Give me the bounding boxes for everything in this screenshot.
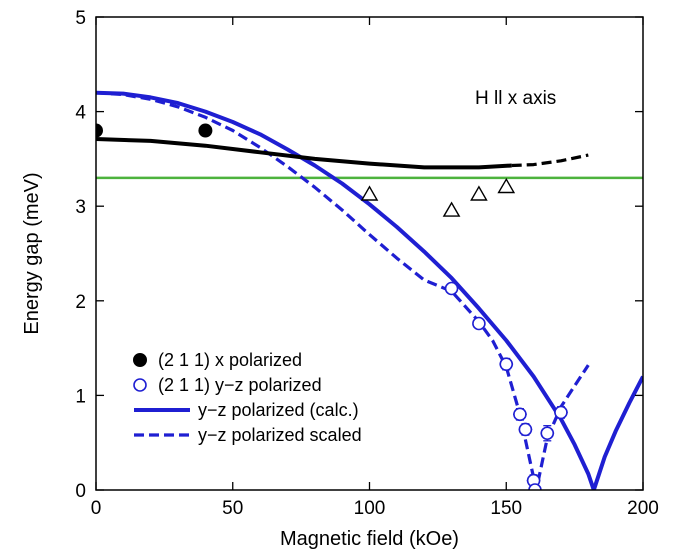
y-axis-label: Energy gap (meV) (21, 172, 43, 334)
field-direction-annotation: H ll x axis (475, 88, 556, 109)
legend-label: y−z polarized scaled (198, 425, 362, 445)
x-tick-label: 200 (627, 498, 659, 519)
x-axis-label: Magnetic field (kOe) (280, 528, 459, 550)
data-point-open-triangle (497, 177, 516, 194)
plot-area (96, 90, 643, 490)
y-tick-label: 1 (75, 386, 86, 407)
data-point-open-triangle (470, 185, 488, 201)
legend-marker (133, 353, 147, 367)
x-tick-label: 0 (91, 498, 102, 519)
series-line-0 (96, 90, 643, 490)
y-tick-label: 5 (75, 8, 86, 29)
data-point-open-circle (540, 426, 555, 441)
y-tick-label: 3 (75, 197, 86, 218)
y-tick-label: 2 (75, 292, 86, 313)
legend: (2 1 1) x polarized (2 1 1) y−z polarized… (133, 350, 362, 445)
data-point-open-circle (528, 483, 542, 490)
series-line-2 (96, 137, 512, 170)
x-tick-label: 50 (222, 498, 243, 519)
legend-label: y−z polarized (calc.) (198, 400, 359, 420)
x-tick-label: 100 (354, 498, 386, 519)
data-point-filled-circle (96, 123, 103, 138)
legend-label: (2 1 1) x polarized (158, 350, 302, 370)
data-point-open-circle (444, 281, 459, 296)
data-point-open-circle (513, 407, 527, 422)
y-tick-label: 4 (75, 103, 86, 124)
axes: 0 50 100 150 200 0 1 2 3 4 5 (75, 8, 658, 519)
data-point-open-triangle (360, 185, 379, 201)
data-point-open-circle (554, 405, 568, 420)
data-point-open-triangle (442, 201, 461, 217)
data-point-open-circle (518, 422, 533, 437)
x-tick-label: 150 (490, 498, 522, 519)
legend-label: (2 1 1) y−z polarized (158, 375, 322, 395)
data-point-open-circle (499, 357, 514, 371)
series-line-3 (511, 153, 589, 168)
data-point-open-circle (472, 316, 486, 331)
data-point-filled-circle (198, 123, 213, 138)
y-tick-label: 0 (75, 481, 86, 502)
legend-marker (133, 378, 147, 392)
